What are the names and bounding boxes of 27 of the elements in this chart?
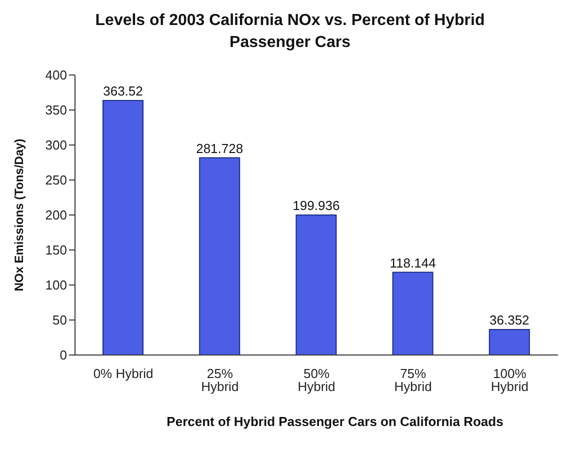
bar — [392, 272, 434, 355]
data-label: 281.728 — [196, 140, 244, 156]
data-label: 363.52 — [103, 84, 143, 99]
y-tick-label: 350 — [45, 102, 67, 118]
bar — [488, 329, 530, 355]
y-axis-title: NOx Emissions (Tons/Day) — [12, 138, 27, 294]
y-tick-label: 400 — [45, 68, 67, 83]
x-tick-label: 0% Hybrid — [93, 366, 154, 382]
y-tick-label: 100 — [45, 278, 67, 293]
chart-title: Levels of 2003 California NOx vs. Percent of Hybrid Passenger Cars — [94, 11, 486, 53]
bar — [296, 214, 337, 355]
y-tick-label: 150 — [45, 242, 67, 258]
x-tick-label: 75% Hybrid — [394, 366, 432, 394]
y-tick-label: 250 — [45, 172, 67, 188]
y-tick-label: 50 — [52, 312, 67, 328]
y-tick-label: 0 — [60, 348, 67, 363]
y-tick-label: 200 — [45, 208, 67, 223]
x-tick-label: 25% Hybrid — [201, 366, 239, 394]
x-tick-label: 50% Hybrid — [298, 366, 336, 394]
data-label: 36.352 — [490, 312, 530, 328]
bar — [199, 157, 240, 355]
x-tick-label: 100% Hybrid — [490, 366, 528, 394]
y-tick-label: 300 — [45, 138, 67, 153]
data-label: 118.144 — [390, 255, 436, 270]
x-axis-title: Percent of Hybrid Passenger Cars on California Roads — [166, 413, 504, 430]
bar — [102, 100, 144, 355]
data-label: 199.936 — [292, 198, 340, 214]
